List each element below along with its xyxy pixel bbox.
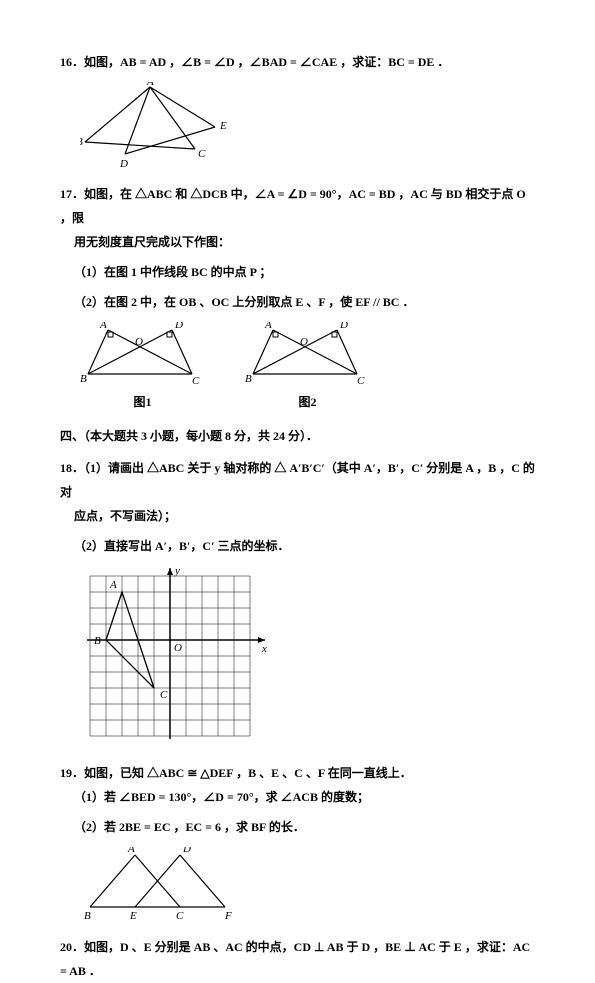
svg-text:C: C xyxy=(160,689,168,701)
svg-text:B: B xyxy=(245,373,252,385)
svg-text:B: B xyxy=(94,635,101,647)
q19-sub1: （1）若 ∠BED = 130°，∠D = 70°，求 ∠ACB 的度数； xyxy=(74,785,535,809)
q16-text: 16．如图，AB = AD ，∠B = ∠D ，∠BAD = ∠CAE ，求证：… xyxy=(60,50,535,74)
svg-text:D: D xyxy=(119,158,128,170)
svg-text:O: O xyxy=(300,336,308,348)
q17-sub2: （2）在图 2 中，在 OB 、OC 上分别取点 E 、F ，使 EF // B… xyxy=(74,290,535,314)
q16-figure: A B D C E xyxy=(80,82,535,172)
svg-text:x: x xyxy=(261,643,267,655)
q17-text2: 用无刻度直尺完成以下作图： xyxy=(74,230,535,254)
svg-text:D: D xyxy=(174,322,183,331)
svg-text:O: O xyxy=(135,336,143,348)
svg-text:A: A xyxy=(127,847,135,855)
q20-text: 20．如图，D 、E 分别是 AB 、AC 的中点，CD ⊥ AB 于 D ，B… xyxy=(60,935,535,983)
q18-grid: y x A B C O xyxy=(80,566,535,751)
q19-text: 19．如图，已知 △ABC ≅ △DEF ，B 、E 、C 、F 在同一直线上． xyxy=(60,761,535,785)
caption-fig2: 图2 xyxy=(298,390,316,414)
q17-text: 17．如图，在 △ABC 和 △DCB 中，∠A = ∠D = 90°，AC =… xyxy=(60,182,535,230)
svg-text:B: B xyxy=(80,373,87,385)
svg-text:A: A xyxy=(264,322,272,331)
svg-text:D: D xyxy=(182,847,191,855)
caption-fig1: 图1 xyxy=(133,390,151,414)
svg-text:E: E xyxy=(219,120,227,132)
section-4-heading: 四、（本大题共 3 小题，每小题 8 分，共 24 分）． xyxy=(60,424,535,448)
svg-text:A: A xyxy=(109,579,117,591)
svg-text:A: A xyxy=(146,82,154,88)
svg-text:D: D xyxy=(339,322,348,331)
svg-text:O: O xyxy=(174,642,182,654)
q17-figure: A D B C O 图1 A D B C O 图2 xyxy=(80,322,535,414)
svg-text:B: B xyxy=(80,136,83,148)
q19-figure: A D B E C F xyxy=(80,847,535,925)
q17-sub1: （1）在图 1 中作线段 BC 的中点 P ； xyxy=(74,260,535,284)
svg-text:C: C xyxy=(176,910,184,922)
svg-text:C: C xyxy=(192,375,200,387)
svg-text:F: F xyxy=(224,910,232,922)
svg-text:A: A xyxy=(99,322,107,331)
q19-sub2: （2）若 2BE = EC ，EC = 6 ，求 BF 的长． xyxy=(74,815,535,839)
q18-text: 18．（1）请画出 △ABC 关于 y 轴对称的 △ A′B′C′（其中 A′，… xyxy=(60,456,535,504)
q18-text2: 应点，不写画法）； xyxy=(74,504,535,528)
svg-text:C: C xyxy=(198,148,206,160)
svg-text:E: E xyxy=(129,910,137,922)
q18-sub2: （2）直接写出 A′，B′，C′ 三点的坐标． xyxy=(74,534,535,558)
svg-text:B: B xyxy=(84,910,91,922)
svg-text:C: C xyxy=(357,375,365,387)
svg-text:y: y xyxy=(174,566,180,577)
